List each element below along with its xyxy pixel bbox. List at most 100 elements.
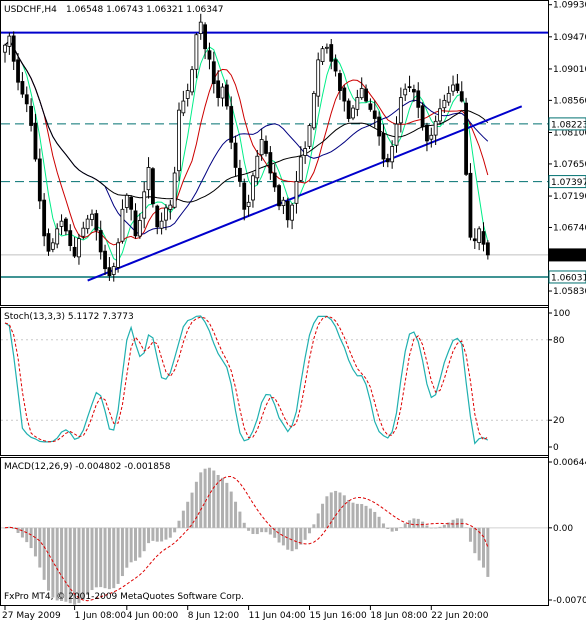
time-tick-label: 18 Jun 08:00: [370, 611, 427, 621]
candle: [172, 166, 177, 209]
macd-bar: [325, 496, 329, 528]
candle: [42, 193, 47, 247]
macd-bar: [277, 527, 281, 543]
candle: [394, 116, 399, 153]
macd-bar: [477, 527, 481, 561]
candle: [455, 74, 460, 94]
candle-body: [407, 86, 412, 89]
candle-body: [307, 125, 312, 147]
candle-body: [268, 152, 273, 174]
candle-body: [194, 34, 199, 70]
candle-body: [338, 73, 342, 91]
candle-body: [42, 199, 47, 237]
candle-body: [385, 158, 390, 163]
candle: [111, 262, 116, 282]
macd-bar: [486, 527, 490, 577]
candle: [68, 224, 73, 252]
candle: [33, 113, 38, 162]
macd-bar: [312, 524, 316, 528]
macd-bar: [381, 523, 385, 528]
candle: [385, 153, 390, 168]
candle: [98, 220, 103, 260]
candle-body: [398, 97, 403, 124]
candle-body: [433, 120, 438, 136]
candle-body: [146, 167, 151, 191]
candle-body: [46, 233, 51, 252]
time-tick-label: 4 Jun 00:00: [127, 611, 179, 621]
macd-bar: [386, 527, 390, 530]
candle: [372, 100, 377, 128]
candle: [229, 96, 234, 150]
price-tick-label: 1.09930: [553, 1, 586, 11]
level-label-box: [548, 270, 586, 284]
macd-bar: [434, 527, 438, 529]
stoch-signal-line: [4, 315, 489, 443]
candle-body: [294, 180, 299, 204]
macd-bar: [181, 510, 185, 528]
candle: [190, 66, 194, 96]
candle: [50, 238, 55, 253]
macd-bar: [299, 527, 303, 545]
macd-bar: [351, 502, 355, 528]
ma-long-line: [4, 39, 489, 203]
level-label: 1.07397: [551, 178, 586, 188]
price-tick-label: 1.09470: [553, 33, 586, 43]
candle-body: [394, 123, 399, 146]
candle: [59, 214, 64, 235]
candle-body: [420, 105, 425, 128]
candle: [477, 226, 482, 251]
candle-body: [150, 168, 155, 205]
macd-bar: [482, 527, 485, 568]
macd-bar: [168, 527, 172, 538]
macd-bar: [412, 518, 416, 528]
candle: [207, 42, 212, 70]
candle: [198, 13, 203, 40]
candle: [481, 222, 486, 252]
candle-body: [324, 46, 329, 49]
level-label-box: [548, 175, 586, 189]
candle-body: [185, 90, 190, 99]
candle-body: [124, 194, 129, 208]
macd-tick-label: -0.00706: [553, 596, 586, 606]
candle: [338, 69, 342, 100]
stoch-tick-label: 20: [553, 416, 565, 426]
candle-body: [233, 142, 238, 168]
candle-body: [251, 175, 255, 201]
candle-body: [303, 148, 308, 156]
candle-body: [451, 84, 455, 92]
macd-bar: [164, 527, 168, 540]
candle-body: [281, 199, 286, 206]
candle-body: [168, 204, 173, 210]
chart-header-ohlc: 1.06548 1.06743 1.06321 1.06347: [66, 5, 223, 15]
candle: [94, 209, 99, 241]
candle-body: [290, 204, 295, 221]
macd-bar: [447, 522, 451, 528]
candle: [7, 32, 12, 55]
candle-body: [411, 89, 416, 93]
candle: [316, 52, 321, 107]
candle: [407, 75, 412, 92]
candle: [329, 39, 334, 70]
macd-bar: [229, 491, 233, 528]
macd-bar: [173, 527, 177, 533]
candle-body: [77, 238, 81, 258]
macd-bar: [468, 527, 472, 542]
candle-body: [264, 140, 268, 154]
candle: [281, 196, 286, 215]
candle-body: [272, 172, 277, 188]
time-tick-label: 1 Jun 08:00: [75, 611, 127, 621]
candle: [103, 244, 107, 276]
macd-bar: [116, 527, 120, 584]
macd-bar: [190, 492, 194, 528]
macd-bar: [129, 527, 133, 563]
candle: [333, 54, 338, 77]
candle-body: [211, 61, 216, 85]
macd-bar: [251, 527, 255, 534]
candle: [237, 159, 242, 187]
candle: [342, 85, 347, 112]
candle-body: [216, 80, 221, 98]
macd-bar: [316, 513, 320, 528]
macd-bar: [464, 527, 468, 528]
candle-body: [368, 103, 373, 110]
